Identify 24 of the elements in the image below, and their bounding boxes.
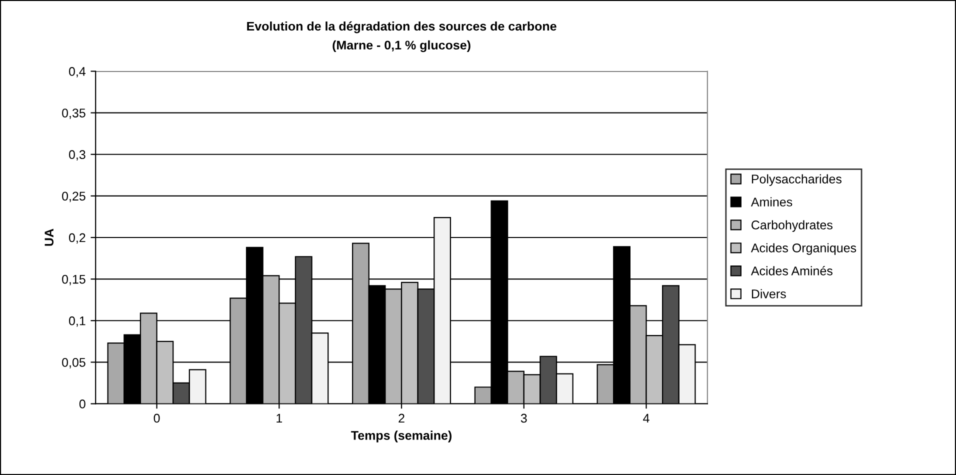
y-tick-label: 0,05 (62, 358, 86, 368)
y-tick-label: 0,25 (62, 192, 86, 202)
x-tick-label: 2 (398, 414, 404, 423)
chart-title: Evolution de la dégradation des sources de carbone (247, 21, 556, 34)
y-tick-label: 0,1 (68, 316, 86, 327)
y-tick-label: 0 (79, 400, 86, 408)
y-tick-label: 0,3 (68, 150, 86, 161)
y-tick-label: 0,15 (62, 274, 86, 286)
legend-label: Acides Organiques (750, 243, 856, 255)
x-tick-label: 4 (643, 414, 650, 423)
legend-label: Carbohydrates (752, 220, 832, 232)
y-tick-label: 0,35 (62, 108, 86, 119)
legend-label: Divers (752, 289, 786, 298)
legend-label: Amines (750, 197, 792, 206)
x-tick-label: 1 (276, 414, 282, 423)
chart-subtitle: (Marne - 0,1 % glucose) (332, 40, 470, 52)
x-axis-title: Temps (semaine) (351, 430, 452, 442)
y-tick-label: 0,2 (68, 233, 86, 244)
legend-label: Acides Aminés (750, 266, 832, 276)
x-tick-label: 3 (520, 414, 527, 423)
y-axis-title: UA (44, 228, 54, 246)
legend-label: Polysaccharides (752, 174, 842, 186)
y-tick-label: 0,4 (68, 67, 86, 78)
x-tick-label: 0 (154, 414, 160, 423)
